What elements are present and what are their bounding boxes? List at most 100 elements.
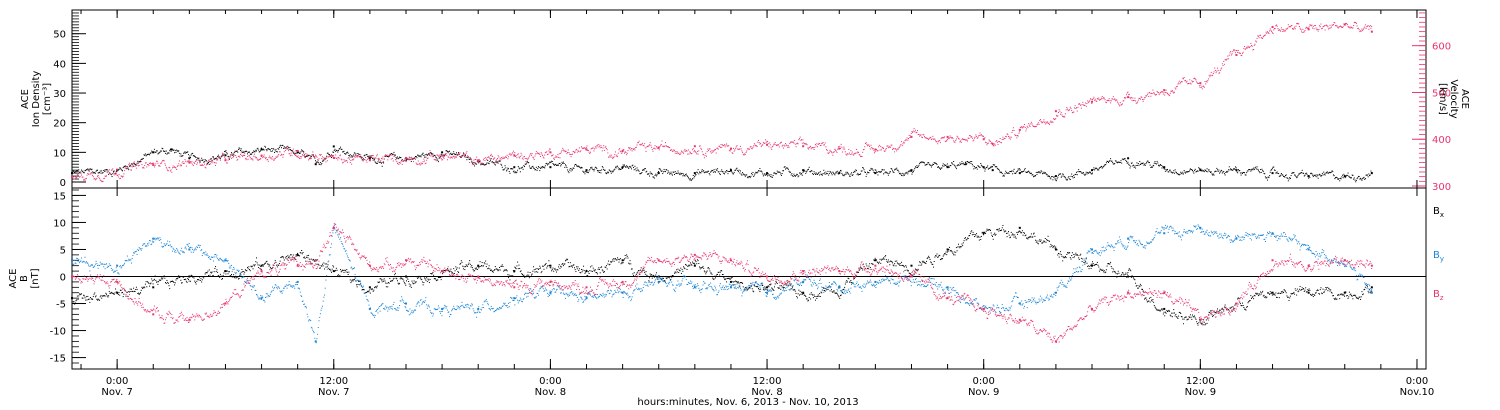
bx-series-sample: [304, 257, 306, 259]
velocity-series-sample: [101, 181, 103, 183]
bx-series-sample: [580, 272, 582, 274]
density-series-sample: [973, 168, 975, 170]
velocity-series-sample: [530, 152, 532, 154]
density-series-sample: [612, 170, 614, 172]
velocity-series-sample: [1158, 94, 1160, 96]
bx-series-sample: [181, 282, 183, 284]
density-series-sample: [541, 167, 543, 169]
velocity-series-sample: [672, 150, 674, 152]
velocity-series-sample: [253, 153, 255, 155]
density-series-sample: [904, 173, 906, 175]
bx-series-sample: [380, 278, 382, 280]
velocity-series-sample: [208, 159, 210, 161]
density-series-sample: [1105, 164, 1107, 166]
velocity-series-sample: [362, 160, 364, 162]
velocity-series-sample: [585, 148, 587, 150]
velocity-series-sample: [1192, 81, 1194, 83]
velocity-series-sample: [450, 156, 452, 158]
bx-series-sample: [128, 291, 130, 293]
velocity-series-sample: [201, 164, 203, 166]
density-series-sample: [208, 163, 210, 165]
density-series-sample: [1325, 172, 1327, 174]
velocity-series-sample: [832, 154, 834, 156]
density-series-sample: [1011, 170, 1013, 172]
density-series-sample: [467, 157, 469, 159]
density-series-sample: [655, 175, 657, 177]
bx-series-sample: [518, 264, 520, 266]
density-series-sample: [1163, 168, 1165, 170]
velocity-series-sample: [190, 162, 192, 164]
density-series-sample: [551, 160, 553, 162]
bx-series-point: [1271, 291, 1274, 294]
velocity-series-sample: [607, 152, 609, 154]
density-series-sample: [890, 167, 892, 169]
velocity-series-point: [513, 154, 516, 157]
velocity-series-sample: [280, 154, 282, 156]
density-series-sample: [1124, 158, 1126, 160]
bx-series-sample: [731, 276, 733, 278]
velocity-series-sample: [571, 153, 573, 155]
bx-series-sample: [339, 274, 341, 276]
bx-series-sample: [631, 268, 633, 270]
velocity-series-sample: [131, 166, 133, 168]
velocity-series-sample: [1287, 24, 1289, 26]
velocity-series-sample: [971, 136, 973, 138]
density-series-sample: [714, 171, 716, 173]
velocity-series-sample: [453, 156, 455, 158]
density-series-sample: [1245, 174, 1247, 176]
density-series-sample: [517, 165, 519, 167]
velocity-series-sample: [104, 175, 106, 177]
density-series-sample: [870, 167, 872, 169]
bx-series-sample: [408, 283, 410, 285]
density-series-sample: [1028, 171, 1030, 173]
density-series-sample: [492, 161, 494, 163]
density-series-sample: [680, 172, 682, 174]
density-series-sample: [812, 173, 814, 175]
velocity-series-sample: [312, 154, 314, 156]
velocity-series-sample: [1350, 26, 1352, 28]
bx-series-sample: [330, 271, 332, 273]
velocity-series-sample: [528, 155, 530, 157]
velocity-series-sample: [1102, 98, 1104, 100]
bx-series-sample: [628, 263, 630, 265]
density-series-sample: [1211, 173, 1213, 175]
velocity-series-sample: [774, 141, 776, 143]
bx-series-sample: [610, 261, 612, 263]
density-series-point: [1235, 169, 1238, 172]
velocity-series-sample: [745, 151, 747, 153]
velocity-series-sample: [870, 144, 872, 146]
velocity-series-sample: [918, 133, 920, 135]
density-series-sample: [708, 170, 710, 172]
density-series-sample: [1048, 175, 1050, 177]
velocity-series-sample: [1271, 32, 1273, 34]
velocity-series-sample: [998, 141, 1000, 143]
velocity-series-sample: [836, 151, 838, 153]
density-series-sample: [1118, 161, 1120, 163]
density-series-sample: [1212, 174, 1214, 176]
density-series-sample: [760, 170, 762, 172]
velocity-series-sample: [1358, 29, 1360, 31]
density-series-sample: [1267, 176, 1269, 178]
velocity-series-sample: [789, 143, 791, 145]
velocity-series-sample: [221, 155, 223, 157]
bx-series-point: [693, 264, 696, 267]
density-series-sample: [653, 176, 655, 178]
velocity-series-sample: [924, 137, 926, 139]
density-series-sample: [732, 173, 734, 175]
velocity-series-sample: [692, 148, 694, 150]
bx-series-sample: [160, 277, 162, 279]
density-series-sample: [1153, 164, 1155, 166]
density-series-sample: [362, 158, 364, 160]
bx-series-point: [621, 259, 624, 262]
bx-series-sample: [637, 270, 639, 272]
density-series-sample: [755, 171, 757, 173]
density-series-sample: [89, 168, 91, 170]
density-series-sample: [684, 175, 686, 177]
velocity-series-sample: [340, 158, 342, 160]
bx-series-sample: [728, 277, 730, 279]
velocity-series-sample: [941, 137, 943, 139]
velocity-series-sample: [926, 137, 928, 139]
bx-series-sample: [285, 257, 287, 259]
velocity-series-sample: [760, 142, 762, 144]
velocity-series-sample: [1244, 49, 1246, 51]
